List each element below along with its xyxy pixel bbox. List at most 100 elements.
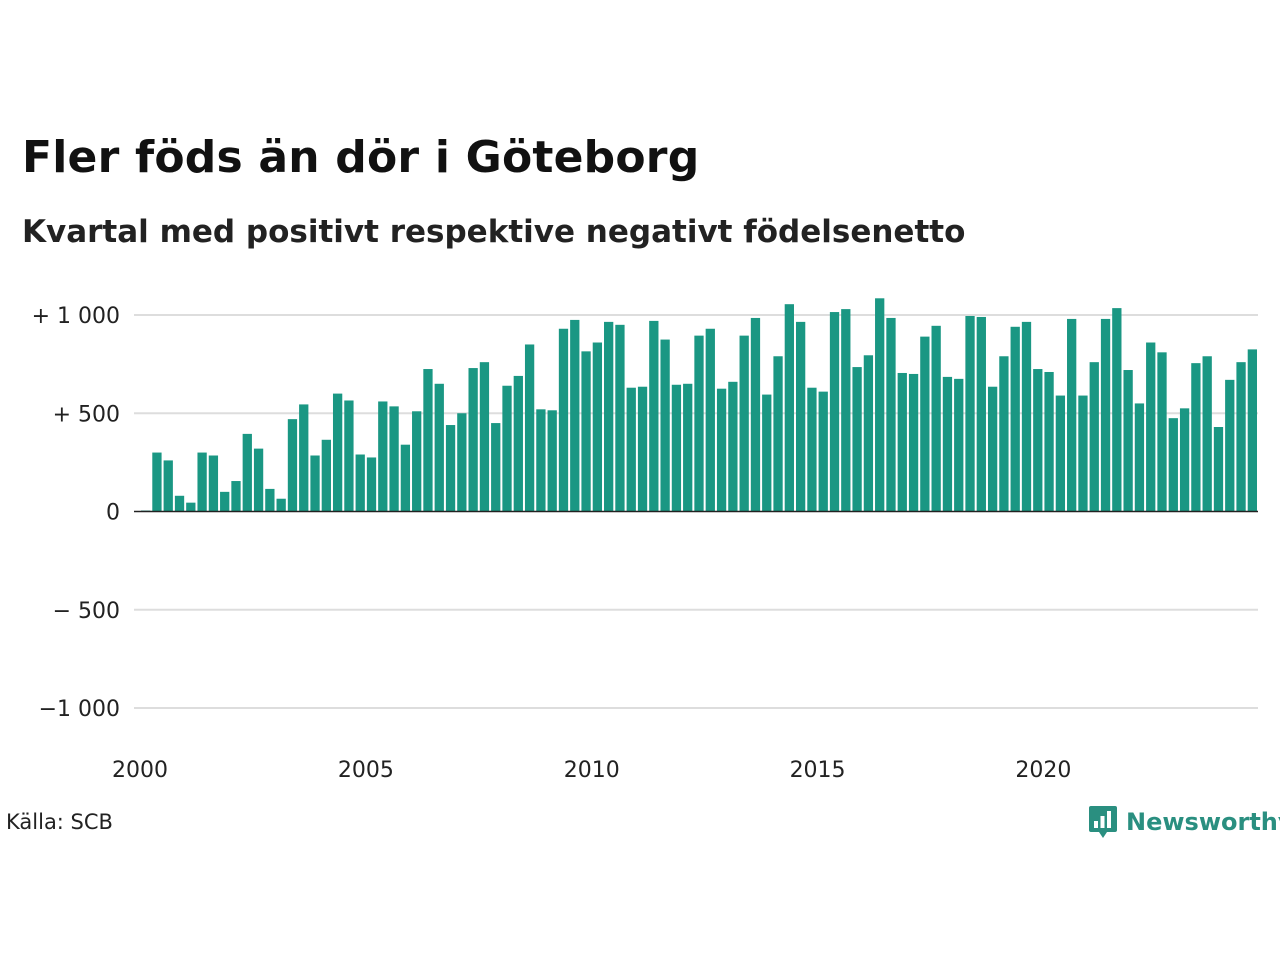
bar: [457, 413, 467, 512]
bar: [604, 321, 614, 512]
bar: [1225, 379, 1235, 512]
bar: [332, 393, 343, 512]
bar: [795, 321, 806, 512]
bar: [344, 400, 354, 512]
bar: [818, 391, 828, 512]
bar: [1010, 326, 1020, 512]
bar: [728, 381, 738, 512]
bar: [875, 298, 885, 512]
bar-chart: + 1 000 + 500 0 − 500 −1 000 2000 2005 2010 201…: [32, 298, 1258, 783]
bar: [1044, 371, 1054, 512]
chart-subtitle: Kvartal med positivt respektive negativt…: [22, 214, 966, 250]
bar: [615, 324, 625, 512]
bar: [1055, 395, 1066, 512]
bar: [965, 315, 975, 512]
bar: [773, 356, 783, 512]
bar: [1033, 369, 1043, 512]
bar: [942, 376, 953, 512]
x-tick-label: 2015: [790, 758, 846, 783]
bar: [253, 448, 264, 512]
y-axis-labels: + 1 000 + 500 0 − 500 −1 000: [32, 304, 120, 722]
bar: [558, 328, 569, 512]
bar: [920, 336, 930, 512]
y-tick-label: 0: [106, 501, 120, 526]
bar: [1089, 362, 1099, 512]
bar: [174, 495, 185, 512]
x-axis-labels: 2000 2005 2010 2015 2020: [112, 758, 1071, 783]
x-tick-label: 2010: [564, 758, 620, 783]
bar: [863, 355, 874, 512]
bar: [581, 351, 591, 512]
bar: [1134, 403, 1145, 512]
bar: [954, 378, 964, 512]
bar: [1112, 308, 1122, 512]
x-tick-label: 2005: [338, 758, 394, 783]
bar: [321, 439, 331, 512]
newsworthy-logo-icon: [1089, 806, 1117, 838]
bar: [897, 372, 907, 512]
bar: [1247, 349, 1257, 512]
bar: [908, 373, 919, 512]
bar: [423, 369, 433, 512]
x-tick-label: 2000: [112, 758, 168, 783]
bar: [389, 406, 399, 512]
bar: [829, 312, 840, 512]
bar: [1123, 370, 1133, 512]
bar: [807, 387, 817, 512]
bar: [355, 454, 365, 512]
y-tick-label: + 1 000: [32, 304, 120, 329]
bar: [1179, 408, 1190, 512]
bar: [468, 368, 478, 512]
bar: [694, 335, 704, 512]
bar: [1100, 318, 1111, 512]
bar: [299, 404, 309, 512]
bar: [502, 385, 512, 512]
bar: [1067, 318, 1077, 512]
bar: [378, 401, 388, 512]
bar: [739, 335, 749, 512]
bar: [976, 316, 986, 512]
bar: [547, 410, 557, 512]
bar: [987, 386, 998, 512]
bar: [671, 384, 682, 512]
brand-name: Newsworthy: [1126, 808, 1280, 836]
bar: [592, 342, 603, 512]
bar: [479, 362, 490, 512]
chart-title: Fler föds än dör i Göteborg: [22, 132, 700, 183]
bar: [186, 502, 196, 512]
bar: [231, 481, 241, 512]
bar: [1021, 321, 1032, 512]
bar: [524, 344, 535, 512]
bar: [750, 317, 761, 512]
bar: [716, 388, 727, 512]
bar: [1168, 418, 1178, 512]
bar: [445, 425, 456, 512]
bar: [1157, 352, 1167, 512]
bar: [276, 498, 286, 512]
bar: [999, 356, 1009, 512]
bar: [208, 455, 219, 512]
bar: [310, 455, 320, 512]
bar: [637, 386, 648, 512]
bar: [287, 419, 298, 512]
bars: [141, 298, 1257, 512]
bar: [762, 394, 772, 512]
bar: [491, 423, 501, 512]
bar: [570, 319, 580, 512]
bar: [931, 325, 941, 512]
y-tick-label: + 500: [53, 402, 120, 427]
bar: [536, 409, 546, 512]
x-tick-label: 2020: [1015, 758, 1071, 783]
bar: [265, 488, 275, 512]
bar: [1236, 362, 1246, 512]
source-note: Källa: SCB: [6, 810, 113, 834]
bar: [366, 457, 377, 512]
bar: [220, 491, 230, 512]
bar: [400, 444, 411, 512]
bar: [412, 411, 422, 512]
bar: [852, 367, 862, 512]
bar: [434, 383, 444, 512]
bar: [841, 309, 851, 512]
bar: [513, 375, 523, 512]
bar: [705, 328, 715, 512]
